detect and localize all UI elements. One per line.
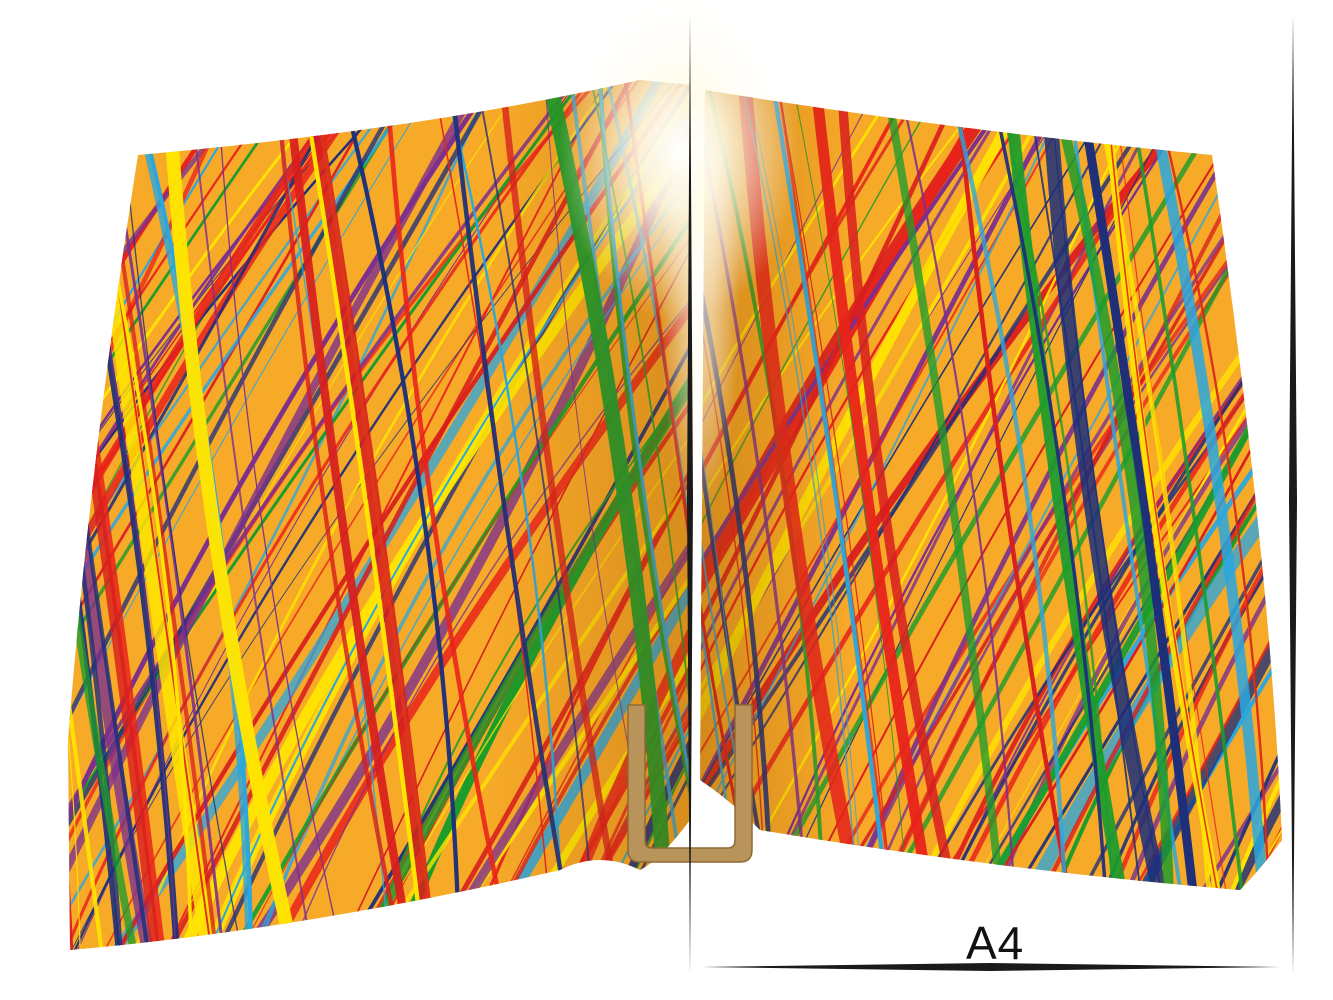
stripe: [1303, 0, 1333, 1000]
size-ruler: [687, 15, 1297, 975]
stripe: [1293, 0, 1333, 1000]
binding-clip-icon: [627, 704, 753, 863]
right-cover-shading: [700, 90, 1282, 890]
stripe: [68, 80, 82, 950]
stripe: [1265, 90, 1282, 890]
stripe: [1308, 0, 1333, 1000]
stripe: [0, 0, 65, 1000]
stripe: [68, 80, 76, 950]
light-glare-streak: [660, 80, 740, 520]
format-size-label: A4: [966, 917, 1025, 969]
stripe: [1324, 0, 1333, 1000]
